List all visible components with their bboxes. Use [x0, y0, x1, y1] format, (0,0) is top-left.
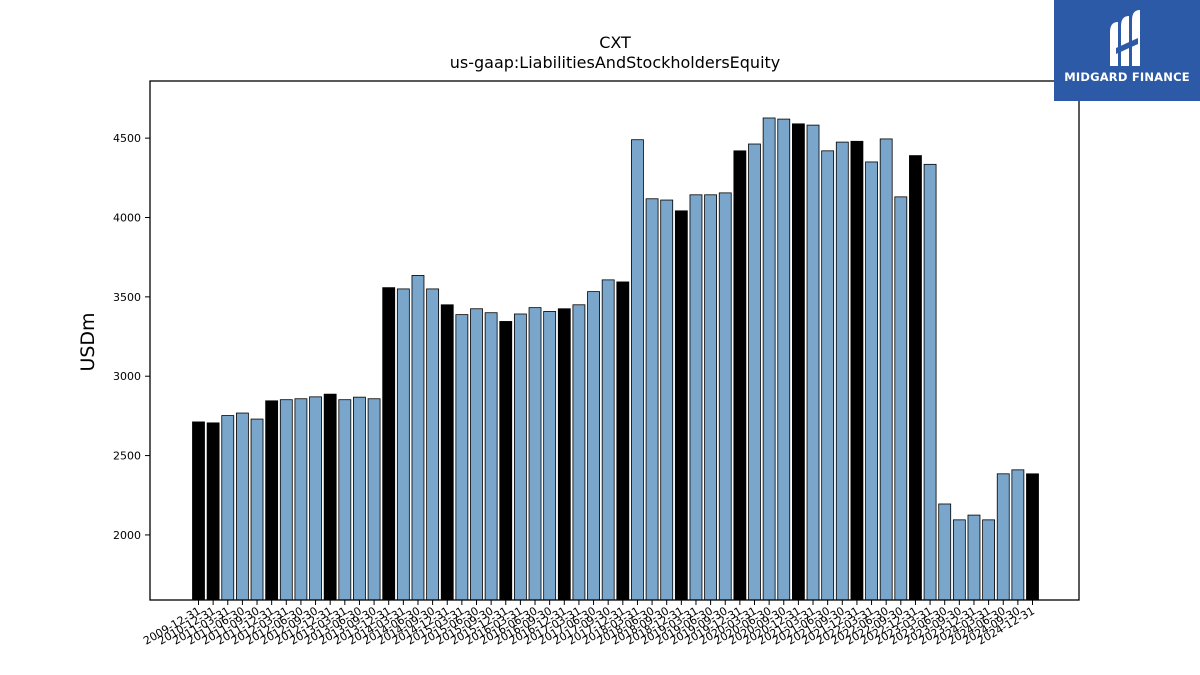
bar-2019-12-31: [733, 150, 747, 601]
bar-2024-06-30: [996, 473, 1010, 601]
bar-2013-09-30: [367, 398, 381, 601]
x-ticks: 2009-12-312010-12-312011-03-312011-06-30…: [141, 600, 1037, 648]
bar-2022-09-30: [894, 196, 908, 601]
company-logo: MIDGARD FINANCE: [1054, 0, 1200, 101]
bar-2020-03-31: [748, 143, 761, 601]
bar-2010-12-31: [206, 422, 220, 601]
bar-2014-06-30: [411, 275, 425, 601]
bar-2018-12-31: [674, 210, 688, 601]
bar-2012-09-30: [309, 396, 322, 601]
bar-2018-09-30: [660, 199, 674, 601]
bar-2015-09-30: [484, 312, 498, 601]
bar-2009-12-31: [192, 421, 205, 601]
bar-2024-03-31: [982, 519, 996, 601]
bar-2014-12-31: [440, 304, 454, 601]
bar-2020-12-31: [791, 123, 805, 601]
y-tick-label: 3500: [113, 291, 141, 304]
bar-2013-03-31: [338, 399, 352, 601]
bar-2022-03-31: [865, 161, 878, 601]
bar-2021-09-30: [835, 141, 849, 601]
bar-2021-06-30: [821, 150, 835, 601]
chart-subtitle: us-gaap:LiabilitiesAndStockholdersEquity: [450, 53, 781, 72]
bar-2013-06-30: [353, 396, 366, 601]
bar-2015-06-30: [470, 308, 483, 601]
bar-2016-09-30: [543, 311, 557, 601]
chart-title: CXT: [599, 33, 631, 52]
bar-2023-09-30: [952, 519, 966, 601]
bar-2019-03-31: [689, 194, 703, 601]
bar-2021-12-31: [850, 140, 864, 601]
bar-2011-03-31: [221, 415, 235, 601]
bar-2015-12-31: [499, 321, 513, 601]
bar-2011-06-30: [235, 412, 249, 601]
y-tick-label: 3000: [113, 370, 141, 383]
plot-frame: [149, 80, 1080, 601]
bar-2024-12-31: [1026, 473, 1039, 601]
bar-2017-12-31: [616, 281, 630, 601]
bar-2023-06-30: [938, 503, 952, 601]
y-tick-label: 2000: [113, 529, 141, 542]
bar-2016-06-30: [528, 307, 542, 601]
y-tick-label: 4500: [113, 132, 141, 145]
bar-2022-06-30: [879, 138, 893, 601]
bar-2012-12-31: [323, 393, 337, 601]
bars-layer: [192, 117, 1039, 601]
bar-2012-06-30: [294, 398, 308, 601]
bar-2022-12-31: [909, 155, 922, 601]
logo-text: MIDGARD FINANCE: [1064, 70, 1190, 84]
y-tick-label: 2500: [113, 450, 141, 463]
bar-2017-09-30: [601, 279, 615, 601]
bar-2018-06-30: [645, 198, 659, 601]
bar-2023-03-31: [923, 163, 937, 601]
bar-2019-06-30: [704, 194, 718, 601]
bar-2024-09-30: [1011, 469, 1025, 601]
bar-2011-12-31: [265, 400, 279, 601]
y-ticks: 2000 2500 3000 3500 4000 4500: [113, 132, 150, 542]
bar-2020-09-30: [777, 118, 791, 601]
bar-2017-03-31: [572, 304, 586, 601]
bar-2018-03-31: [631, 139, 644, 601]
bar-2016-03-31: [513, 313, 527, 601]
logo-mark-icon: [1110, 10, 1140, 66]
bar-2015-03-31: [455, 314, 469, 601]
bar-2021-03-31: [806, 124, 820, 601]
bar-2016-12-31: [557, 308, 571, 601]
bar-2014-03-31: [396, 288, 410, 601]
bar-2020-06-30: [762, 117, 776, 601]
bar-2014-09-30: [426, 288, 440, 601]
bar-2017-06-30: [587, 291, 600, 601]
y-tick-label: 4000: [113, 211, 141, 224]
bar-2013-12-31: [382, 287, 396, 601]
bar-2023-12-31: [967, 514, 981, 601]
bar-2019-09-30: [718, 192, 732, 601]
y-axis-label: USDm: [77, 312, 99, 371]
bar-2012-03-31: [279, 399, 293, 601]
bar-2011-09-30: [250, 418, 264, 601]
